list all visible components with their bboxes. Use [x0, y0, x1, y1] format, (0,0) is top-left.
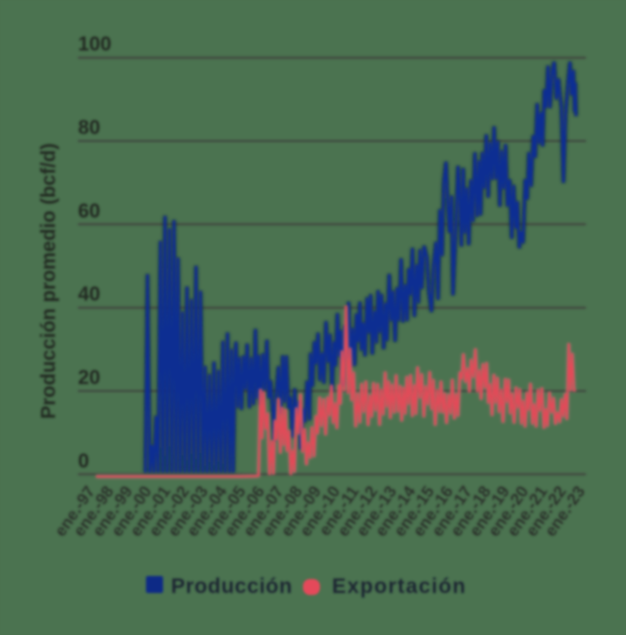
svg-text:20: 20 [78, 367, 100, 389]
svg-text:100: 100 [78, 34, 111, 56]
svg-text:0: 0 [78, 450, 89, 472]
svg-text:Producción: Producción [171, 575, 293, 598]
svg-text:40: 40 [78, 284, 100, 306]
svg-text:80: 80 [78, 117, 100, 139]
svg-text:60: 60 [78, 200, 100, 222]
svg-text:Producción promedio (bcf/d): Producción promedio (bcf/d) [38, 143, 60, 419]
svg-text:Exportación: Exportación [332, 575, 467, 598]
